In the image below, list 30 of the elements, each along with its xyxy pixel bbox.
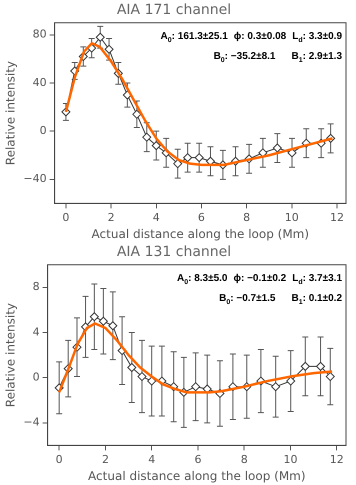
- x-tick-label: 0: [56, 452, 63, 466]
- x-tick-label: 12: [330, 210, 344, 224]
- y-tick-label: 8: [32, 280, 40, 294]
- x-tick-label: 10: [283, 452, 298, 466]
- x-tick-label: 6: [194, 452, 202, 466]
- y-tick-label: 0: [32, 370, 40, 384]
- x-tick-label: 8: [240, 452, 248, 466]
- chart-title: AIA 171 channel: [116, 2, 232, 18]
- y-tick-label: −4: [23, 416, 40, 429]
- x-tick-label: 4: [148, 452, 156, 466]
- chart-title: AIA 131 channel: [116, 244, 232, 260]
- annotation: ϕ: 0.3±0.08: [234, 30, 287, 42]
- y-tick-label: 40: [32, 76, 47, 89]
- x-axis-title: Actual distance along the loop (Mm): [88, 468, 306, 483]
- y-tick-label: 0: [40, 124, 47, 138]
- x-tick-label: 4: [152, 210, 160, 224]
- y-tick-label: 4: [32, 325, 40, 338]
- x-tick-label: 8: [243, 210, 250, 224]
- x-tick-label: 10: [284, 210, 299, 224]
- x-axis-title: Actual distance along the loop (Mm): [92, 226, 310, 241]
- annotation: ϕ: −0.1±0.2: [233, 272, 287, 284]
- x-tick-label: 2: [102, 452, 109, 466]
- x-tick-label: 0: [62, 210, 70, 224]
- y-tick-label: −40: [23, 172, 47, 186]
- x-tick-label: 2: [108, 210, 115, 224]
- y-tick-label: 80: [32, 28, 47, 41]
- x-tick-label: 12: [330, 452, 344, 466]
- y-axis-title: Relative intensity: [3, 60, 18, 166]
- y-axis-title: Relative intensity: [3, 302, 18, 408]
- x-tick-label: 6: [198, 210, 205, 224]
